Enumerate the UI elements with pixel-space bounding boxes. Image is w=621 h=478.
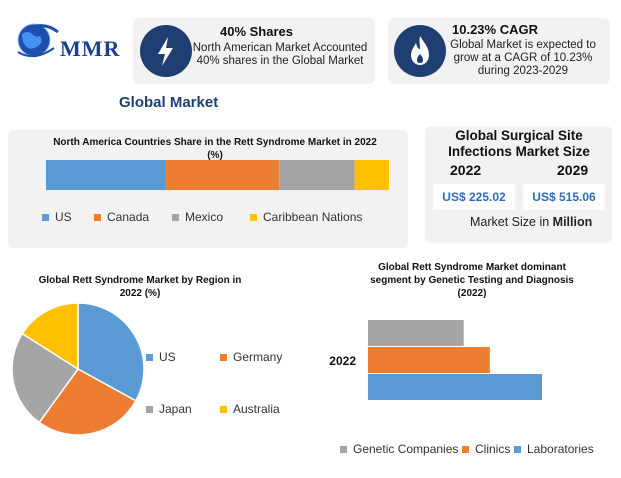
market-size-caption: Market Size in Million	[470, 215, 592, 229]
legend-label: Japan	[159, 402, 192, 416]
hbar-chart: 2022	[329, 320, 542, 400]
hbar-genetic-companies	[368, 320, 464, 346]
chart-title-line: North America Countries Share in the Ret…	[53, 137, 377, 148]
legend-item: US	[146, 350, 176, 364]
chart-title-line: (2022)	[457, 288, 487, 299]
legend-label: Clinics	[475, 442, 511, 456]
stat-desc-line: Global Market is expected to	[450, 39, 596, 51]
legend-label: Germany	[233, 350, 283, 364]
legend-swatch	[340, 445, 347, 453]
hbar-chart-title: Global Rett Syndrome Market dominant seg…	[352, 261, 592, 300]
stacked-bar-segment-canada	[166, 160, 280, 190]
legend-swatch	[220, 405, 227, 413]
pie-chart-legend: US Germany Japan Australia	[146, 350, 306, 422]
market-size-title: Global Surgical Site Infections Market S…	[430, 128, 608, 160]
stat-desc-line: North American Market Accounted	[192, 42, 368, 54]
lightning-icon-circle	[140, 25, 192, 77]
legend-label: US	[159, 350, 176, 364]
legend-item: Mexico	[172, 210, 223, 224]
legend-label: Australia	[233, 402, 280, 416]
legend-swatch	[146, 405, 153, 413]
stat-desc-cagr: Global Market is expected to grow at a C…	[438, 39, 608, 78]
pie-slice-germany	[38, 368, 137, 436]
legend-swatch	[146, 353, 153, 361]
legend-item: Canada	[94, 210, 149, 224]
stat-title-cagr: 10.23% CAGR	[452, 22, 538, 37]
hbar-laboratories	[368, 374, 542, 400]
flame-icon	[411, 36, 429, 65]
stacked-bar-chart	[46, 160, 389, 190]
pie-chart-title: Global Rett Syndrome Market by Region in…	[20, 274, 260, 300]
legend-label: Canada	[107, 210, 150, 224]
stat-title-shares: 40% Shares	[220, 24, 293, 39]
lightning-icon	[158, 37, 173, 66]
legend-label: Caribbean Nations	[263, 210, 363, 224]
legend-swatch	[172, 213, 179, 221]
year-start: 2022	[450, 162, 482, 178]
stat-desc-line: during 2023-2029	[477, 65, 569, 77]
legend-item: Laboratories	[514, 442, 594, 456]
legend-item: Clinics	[462, 442, 510, 456]
legend-item: Genetic Companies	[340, 442, 458, 456]
pie-chart	[11, 302, 145, 436]
market-size-title-line: Infections Market Size	[448, 144, 590, 159]
pie-slice-us	[77, 302, 145, 402]
stacked-bar-segment-mexico	[279, 160, 355, 190]
chart-title-line: segment by Genetic Testing and Diagnosis	[370, 275, 574, 286]
caption-prefix: Market Size in	[470, 215, 553, 229]
chart-title-line: Global Rett Syndrome Market dominant	[378, 262, 566, 273]
legend-label: US	[55, 210, 72, 224]
hbar-clinics	[368, 347, 490, 373]
stacked-bar-segment-us	[46, 160, 167, 190]
chart-title-line: (%)	[207, 150, 223, 161]
legend-item: Germany	[220, 350, 282, 364]
stacked-bar-segment-caribbean-nations	[354, 160, 389, 190]
pie-slice-australia	[21, 302, 79, 371]
chart-title-line: 2022 (%)	[119, 288, 161, 299]
value-start: US$ 225.02	[433, 184, 515, 210]
legend-item: Australia	[220, 402, 280, 416]
legend-swatch	[462, 445, 469, 453]
legend-label: Genetic Companies	[353, 442, 459, 456]
section-heading: Global Market	[119, 94, 219, 111]
caption-unit: Million	[552, 215, 593, 229]
globe-icon	[17, 23, 59, 58]
hbar-category-label: 2022	[329, 354, 356, 368]
legend-swatch	[42, 213, 49, 221]
stat-desc-line: 40% shares in the Global Market	[196, 55, 364, 67]
stacked-chart-title: North America Countries Share in the Ret…	[40, 136, 390, 162]
logo-text: MMR	[60, 36, 121, 61]
legend-swatch	[220, 353, 227, 361]
legend-label: Mexico	[185, 210, 224, 224]
legend-item: Caribbean Nations	[250, 210, 362, 224]
stat-desc-line: grow at a CAGR of 10.23%	[453, 52, 593, 64]
legend-swatch	[94, 213, 101, 221]
legend-item: Japan	[146, 402, 192, 416]
year-end: 2029	[557, 162, 589, 178]
market-size-title-line: Global Surgical Site	[455, 128, 583, 143]
stat-desc-shares: North American Market Accounted 40% shar…	[190, 42, 370, 68]
flame-icon-circle	[394, 25, 446, 77]
legend-swatch	[514, 445, 521, 453]
hbar-chart-legend: Genetic Companies Clinics Laboratories	[340, 442, 610, 460]
legend-item: US	[42, 210, 72, 224]
legend-swatch	[250, 213, 257, 221]
pie-slice-japan	[11, 332, 80, 424]
stacked-chart-legend: US Canada Mexico Caribbean Nations	[38, 210, 398, 228]
value-end: US$ 515.06	[523, 184, 605, 210]
chart-title-line: Global Rett Syndrome Market by Region in	[38, 275, 242, 286]
legend-label: Laboratories	[527, 442, 594, 456]
